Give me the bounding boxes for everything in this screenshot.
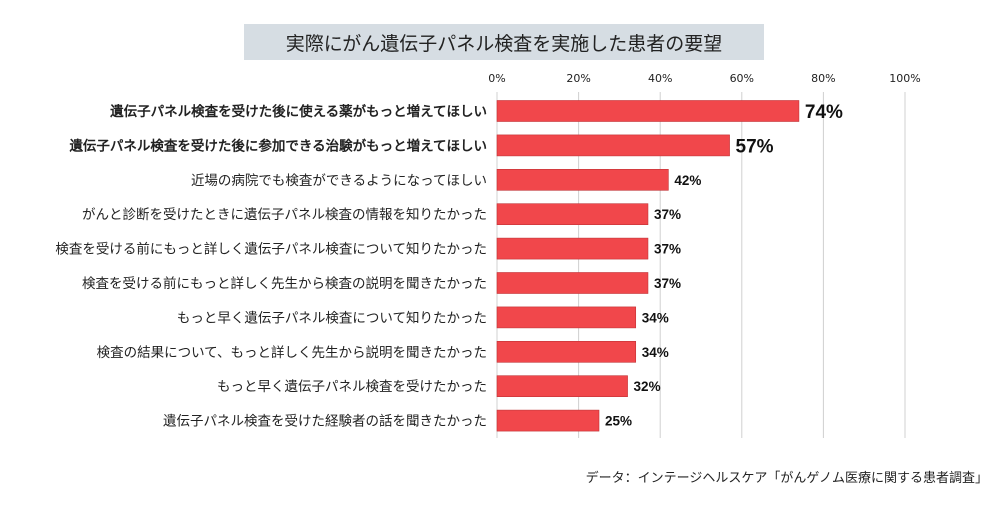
x-tick-label: 100% — [889, 72, 920, 85]
category-label: 遺伝子パネル検査を受けた後に参加できる治験がもっと増えてほしい — [68, 137, 487, 154]
value-label: 34% — [642, 345, 669, 360]
category-label: もっと早く遺伝子パネル検査を受けたかった — [217, 379, 487, 395]
bar — [496, 306, 637, 329]
x-tick-label: 40% — [648, 72, 672, 85]
category-label: もっと早く遺伝子パネル検査について知りたかった — [177, 309, 487, 326]
value-label: 25% — [605, 414, 632, 429]
value-label: 34% — [642, 310, 669, 325]
x-tick-label: 80% — [811, 72, 835, 85]
bar — [496, 169, 669, 191]
category-label: 検査の結果について、もっと詳しく先生から説明を聞きたかった — [97, 345, 487, 361]
bar — [496, 340, 637, 363]
bar — [496, 237, 649, 260]
bar — [496, 409, 600, 432]
category-label: 遺伝子パネル検査を受けた経験者の話を聞きたかった — [163, 413, 487, 430]
x-tick-label: 0% — [488, 72, 505, 85]
category-label: 近場の病院でも検査ができるようになってほしい — [191, 173, 487, 189]
x-tick-label: 60% — [730, 72, 754, 85]
bar — [496, 134, 730, 157]
value-label: 37% — [654, 242, 681, 257]
value-label: 74% — [805, 102, 843, 123]
source-note: データ：インテージヘルスケア「がんゲノム医療に関する患者調査」 — [585, 471, 988, 486]
value-label: 32% — [634, 379, 661, 394]
bar — [496, 203, 649, 225]
value-label: 37% — [654, 207, 681, 222]
value-label: 57% — [736, 136, 774, 157]
bar — [496, 375, 628, 398]
x-tick-label: 20% — [566, 72, 590, 85]
bar — [496, 100, 800, 122]
value-label: 37% — [654, 276, 681, 291]
value-label: 42% — [674, 173, 701, 188]
chart-title: 実際にがん遺伝子パネル検査を実施した患者の要望 — [244, 24, 764, 60]
category-label: 遺伝子パネル検査を受けた後に使える薬がもっと増えてほしい — [109, 103, 487, 120]
bar — [496, 272, 649, 294]
category-label: がんと診断を受けたときに遺伝子パネル検査の情報を知りたかった — [82, 206, 487, 223]
category-label: 検査を受ける前にもっと詳しく遺伝子パネル検査について知りたかった — [55, 241, 487, 258]
category-label: 検査を受ける前にもっと詳しく先生から検査の説明を聞きたかった — [82, 275, 487, 292]
